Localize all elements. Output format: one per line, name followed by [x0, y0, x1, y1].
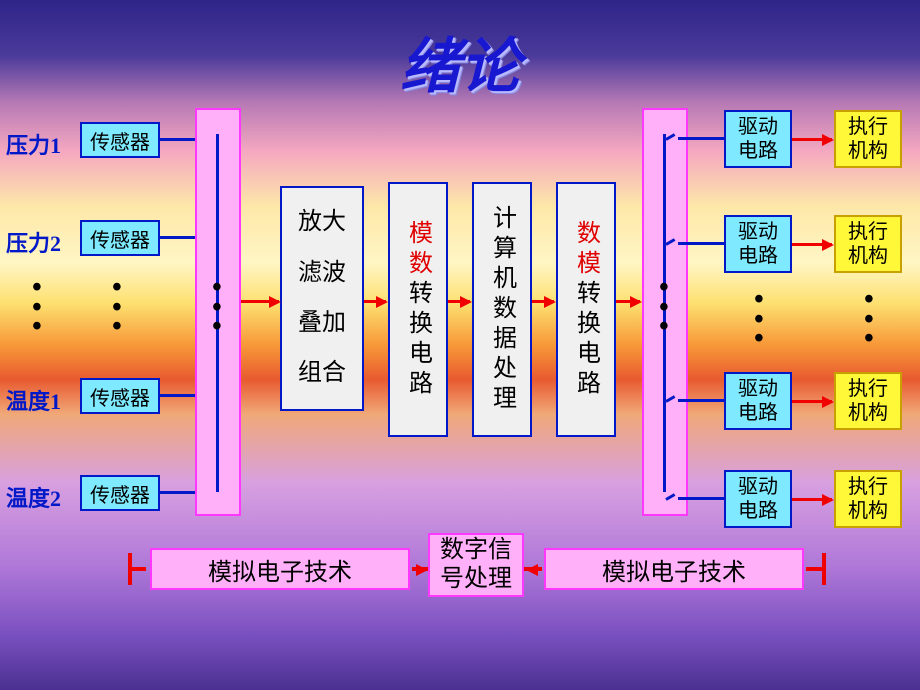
- dots-sensors: •••: [112, 278, 122, 337]
- adc-red: 模数: [405, 220, 431, 280]
- dots-mux2: •••: [659, 278, 669, 337]
- cpu-text: 计算机数据处理: [485, 205, 520, 415]
- arrow: [448, 300, 470, 303]
- wire: [678, 242, 724, 245]
- wire: [678, 399, 724, 402]
- proc-line: 叠加: [298, 301, 346, 347]
- wire: [160, 236, 195, 239]
- input-label: 温度1: [6, 384, 61, 416]
- arrow: [792, 498, 832, 501]
- wire: [160, 138, 195, 141]
- driver-box: 驱动 电路: [724, 470, 792, 528]
- input-label: 压力1: [6, 128, 61, 160]
- proc-line: 放大: [298, 200, 346, 246]
- arrow: [616, 300, 640, 303]
- bottom-label-center: 数字信 号处理: [428, 533, 524, 597]
- arrow: [364, 300, 386, 303]
- dac-box: 数模转换电路: [556, 182, 616, 437]
- bracket-arrow-l: [412, 568, 426, 571]
- driver-box: 驱动 电路: [724, 215, 792, 273]
- input-label: 压力2: [6, 226, 61, 258]
- dac-rest: 转换电路: [573, 280, 599, 400]
- input-label: 温度2: [6, 481, 61, 513]
- adc-rest: 转换电路: [405, 280, 431, 400]
- sensor-box: 传感器: [80, 220, 160, 256]
- exec-box: 执行 机构: [834, 215, 902, 273]
- sensor-box: 传感器: [80, 122, 160, 158]
- arrow: [241, 300, 279, 303]
- page-title: 绪论: [0, 18, 920, 105]
- arrow: [792, 243, 832, 246]
- wire: [160, 491, 195, 494]
- proc-line: 滤波: [298, 251, 346, 297]
- sensor-box: 传感器: [80, 378, 160, 414]
- adc-box: 模数转换电路: [388, 182, 448, 437]
- driver-box: 驱动 电路: [724, 110, 792, 168]
- arrow: [532, 300, 554, 303]
- cpu-box: 计算机数据处理: [472, 182, 532, 437]
- arrow: [792, 138, 832, 141]
- wire: [678, 497, 724, 500]
- bracket-right-v: [822, 553, 826, 585]
- exec-box: 执行 机构: [834, 372, 902, 430]
- sensor-box: 传感器: [80, 475, 160, 511]
- driver-box: 驱动 电路: [724, 372, 792, 430]
- wire: [678, 137, 724, 140]
- dots-driver: •••: [754, 290, 764, 349]
- bracket-left-v: [128, 553, 132, 585]
- dots-mux1: •••: [212, 278, 222, 337]
- dac-red: 数模: [573, 220, 599, 280]
- proc-line: 组合: [298, 351, 346, 397]
- bottom-label-left: 模拟电子技术: [150, 548, 410, 590]
- amplifier-filter-box: 放大 滤波 叠加 组合: [280, 186, 364, 411]
- arrow: [792, 400, 832, 403]
- dots-exec: •••: [864, 290, 874, 349]
- wire: [160, 394, 195, 397]
- exec-box: 执行 机构: [834, 110, 902, 168]
- bracket-arrow-r: [528, 568, 542, 571]
- dots-labels: •••: [32, 278, 42, 337]
- exec-box: 执行 机构: [834, 470, 902, 528]
- bottom-label-right: 模拟电子技术: [544, 548, 804, 590]
